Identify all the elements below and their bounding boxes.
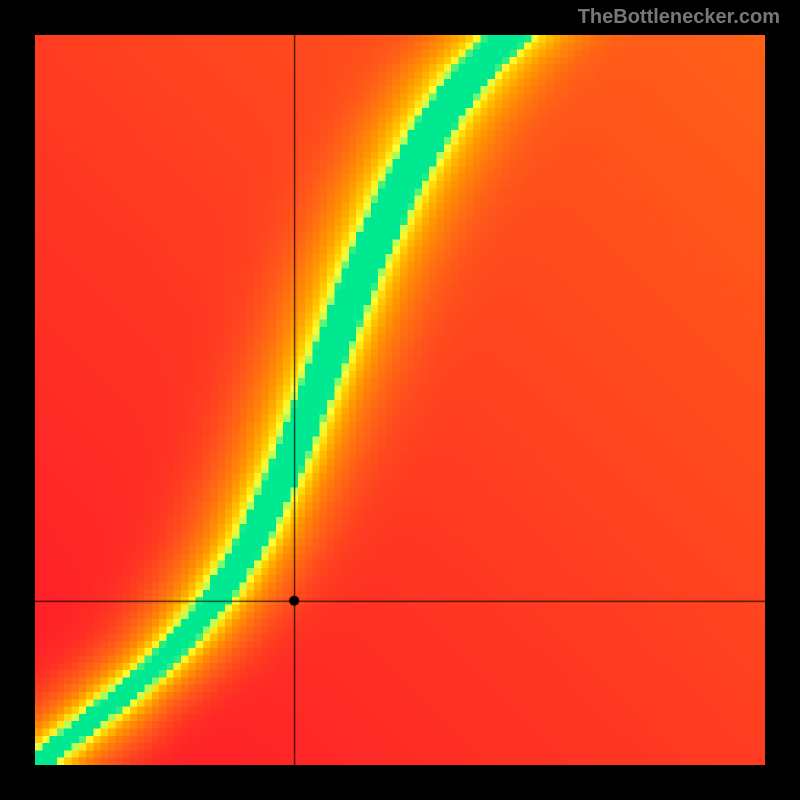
- overlay-canvas: [0, 0, 800, 800]
- source-watermark: TheBottlenecker.com: [578, 6, 780, 29]
- chart-container: TheBottlenecker.com: [0, 0, 800, 800]
